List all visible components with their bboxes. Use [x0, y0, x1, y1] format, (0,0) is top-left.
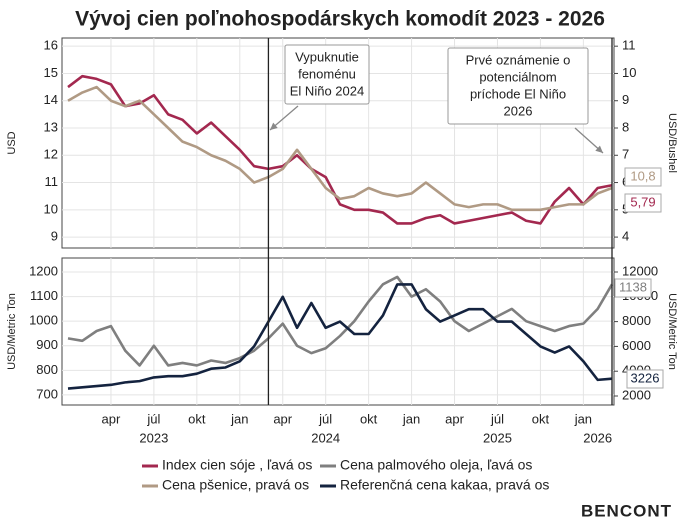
x-tick-label: apr [273, 411, 292, 426]
end-label: 5,79 [630, 194, 655, 209]
legend-label: Referenčná cena kakaa, pravá os [340, 477, 549, 493]
annotation-text: Prvé oznámenie o [466, 52, 571, 67]
annotation-text: 2026 [504, 103, 533, 118]
y-axis-label: USD [6, 131, 18, 154]
y-tick-label: 10 [44, 201, 58, 216]
annotation-text: potenciálnom [479, 69, 556, 84]
year-label: 2025 [483, 430, 512, 445]
plot-area [61, 257, 615, 406]
y2-tick-label: 6000 [622, 338, 651, 353]
x-tick-label: okt [188, 411, 206, 426]
legend-label: Cena palmového oleja, ľavá os [340, 457, 532, 473]
series-line [67, 85, 613, 212]
x-tick-label: jan [230, 411, 248, 426]
y-tick-label: 13 [44, 119, 58, 134]
annotation-text: príchode El Niño [470, 86, 566, 101]
y2-tick-label: 10 [622, 65, 636, 80]
x-tick-label: okt [360, 411, 378, 426]
chart-title: Vývoj cien poľnohospodárskych komodít 20… [75, 8, 605, 31]
y2-axis-label: USD/Bushel [666, 113, 678, 173]
y2-tick-label: 9 [622, 92, 629, 107]
x-tick-label: jan [402, 411, 420, 426]
end-label-box [614, 278, 652, 298]
y2-axis-label: USD/Metric Ton [666, 293, 678, 370]
brand: BENCONT [581, 501, 672, 520]
y-tick-label: 16 [44, 38, 58, 53]
legend-label: Index cien sóje , ľavá os [162, 457, 312, 473]
y-tick-label: 12 [44, 147, 58, 162]
annotation-text: Vypuknutie [295, 49, 359, 64]
series-line [67, 275, 614, 367]
end-label: 1138 [619, 279, 647, 294]
x-tick-label: jan [574, 411, 592, 426]
legend-label: Cena pšenice, pravá os [162, 477, 309, 493]
year-label: 2026 [583, 430, 612, 445]
year-label: 2023 [139, 430, 168, 445]
annotation-box [284, 44, 370, 105]
y-tick-label: 1200 [29, 263, 58, 278]
year-label: 2024 [311, 430, 340, 445]
x-tick-label: okt [532, 411, 550, 426]
end-label-box [626, 369, 664, 389]
y2-tick-label: 8 [622, 119, 629, 134]
end-label: 3226 [631, 370, 660, 385]
x-tick-label: júl [146, 411, 160, 426]
end-label-box [624, 193, 662, 213]
annotation-text: fenoménu [298, 66, 356, 81]
y2-tick-label: 7 [622, 147, 629, 162]
y-axis-label: USD/Metric Ton [6, 293, 18, 370]
x-tick-label: apr [445, 411, 464, 426]
x-tick-label: júl [490, 411, 504, 426]
y-tick-label: 1100 [30, 288, 58, 303]
y2-tick-label: 4 [622, 229, 629, 244]
y2-tick-label: 11 [622, 38, 636, 53]
y-tick-label: 15 [44, 65, 58, 80]
y2-tick-label: 8000 [622, 313, 651, 328]
arrow-head [595, 145, 603, 153]
y-tick-label: 14 [44, 92, 58, 107]
series-line [67, 74, 613, 225]
arrow-head [270, 122, 278, 130]
annotation-text: El Niño 2024 [290, 83, 364, 98]
y-tick-label: 900 [36, 337, 58, 352]
end-label: 10,8 [630, 168, 655, 183]
end-label-box [624, 167, 662, 187]
x-tick-label: júl [318, 411, 332, 426]
y-tick-label: 11 [45, 174, 59, 189]
y2-tick-label: 12000 [622, 263, 658, 278]
annotation-box [447, 47, 589, 125]
series-line [67, 283, 613, 390]
y-tick-label: 800 [36, 362, 58, 377]
y2-tick-label: 2000 [622, 387, 651, 402]
y-tick-label: 9 [51, 229, 58, 244]
y-tick-label: 700 [36, 386, 58, 401]
x-tick-label: apr [102, 411, 121, 426]
y-tick-label: 1000 [29, 313, 58, 328]
